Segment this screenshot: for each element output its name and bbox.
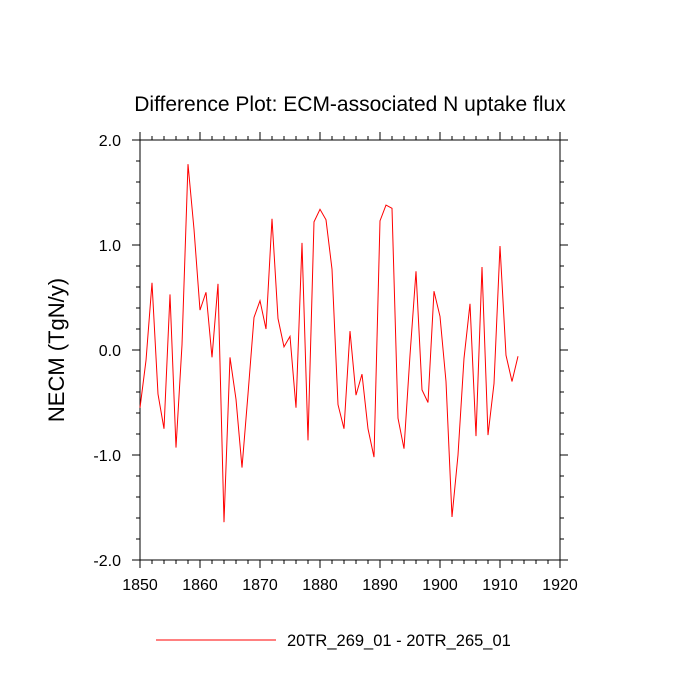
x-tick-label: 1920: [542, 577, 578, 594]
x-tick-label: 1910: [482, 577, 518, 594]
chart-title: Difference Plot: ECM-associated N uptake…: [134, 93, 566, 116]
legend-label: 20TR_269_01 - 20TR_265_01: [287, 632, 511, 650]
x-tick-label: 1900: [422, 577, 458, 594]
x-tick-label: 1860: [182, 577, 218, 594]
x-tick-label: 1870: [242, 577, 278, 594]
x-tick-label: 1850: [122, 577, 158, 594]
y-tick-label: -1.0: [93, 448, 121, 465]
y-tick-label: 2.0: [99, 133, 121, 150]
legend: 20TR_269_01 - 20TR_265_01: [156, 632, 511, 650]
x-tick-label: 1890: [362, 577, 398, 594]
y-axis-label: NECM (TgN/y): [44, 278, 69, 422]
plot-frame: [139, 139, 561, 561]
y-tick-label: 1.0: [99, 238, 121, 255]
series-line: [139, 164, 519, 523]
x-tick-label: 1880: [302, 577, 338, 594]
plot-area: 1850 1860 1870 1880 1890 1900 1910 1920 -2.0 -1.0…: [93, 132, 578, 594]
y-tick-label: 0.0: [99, 343, 121, 360]
y-tick-label: -2.0: [93, 553, 121, 570]
